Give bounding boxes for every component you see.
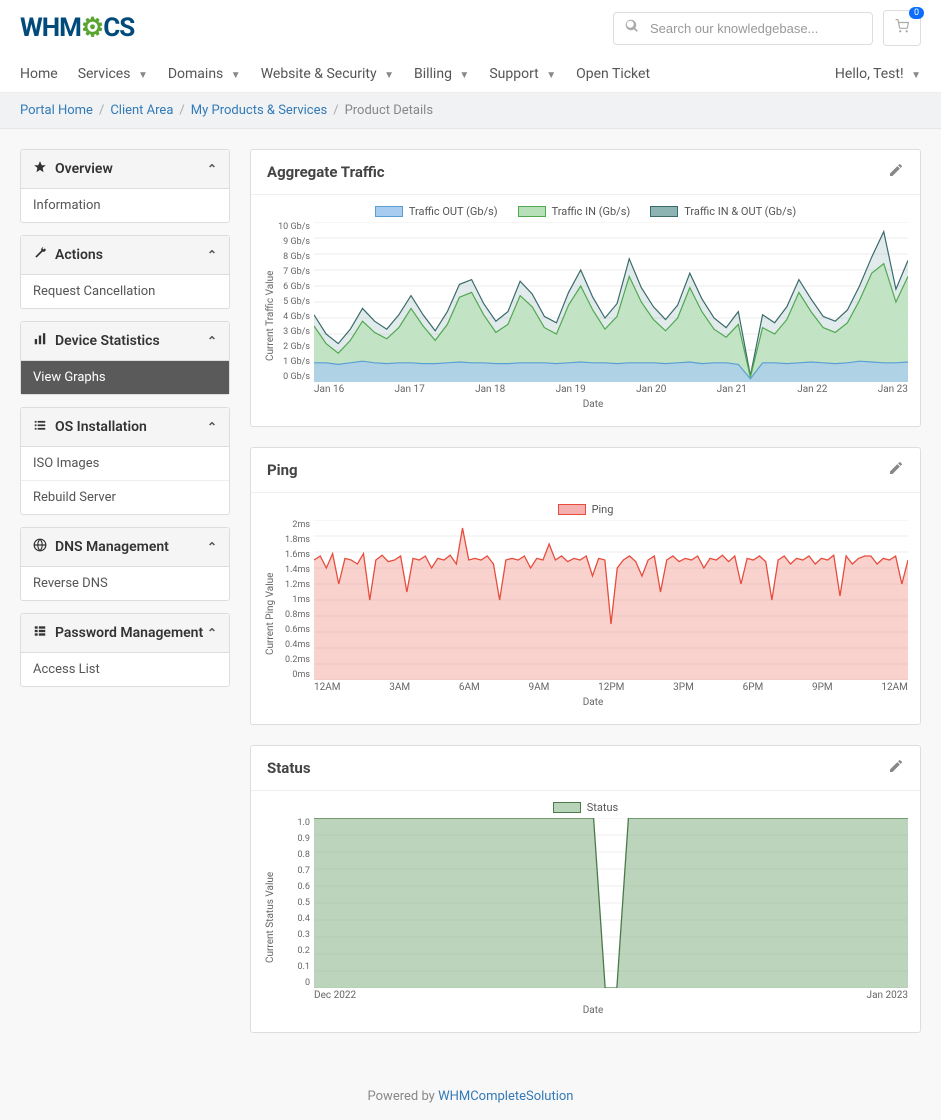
cart-badge: 0: [909, 7, 924, 19]
gear-icon: ⚙: [81, 13, 103, 43]
star-icon: [33, 160, 47, 178]
chevron-up-icon: ⌃: [207, 626, 217, 640]
chevron-up-icon: ⌃: [207, 540, 217, 554]
sidebar-item-access-list[interactable]: Access List: [21, 653, 229, 686]
nav-item-website-security[interactable]: Website & Security ▼: [261, 66, 394, 82]
logo[interactable]: WHM⚙CS: [20, 13, 134, 43]
edit-icon[interactable]: [888, 162, 904, 182]
cart-button[interactable]: 0: [883, 10, 921, 46]
chart-card: PingPingCurrent Ping Value2ms1.8ms1.6ms1…: [250, 447, 921, 725]
chart-title: Aggregate Traffic: [267, 163, 385, 181]
chevron-up-icon: ⌃: [207, 420, 217, 434]
sidebar-item-iso-images[interactable]: ISO Images: [21, 447, 229, 481]
chart-title: Ping: [267, 461, 298, 479]
chevron-up-icon: ⌃: [207, 162, 217, 176]
nav-item-home[interactable]: Home: [20, 66, 58, 82]
nav-item-services[interactable]: Services ▼: [78, 66, 148, 82]
edit-icon[interactable]: [888, 758, 904, 778]
breadcrumb-current: Product Details: [345, 103, 433, 118]
chart-legend: Traffic OUT (Gb/s)Traffic IN (Gb/s)Traff…: [263, 205, 908, 218]
sidebar: Overview⌃Information Actions⌃Request Canc…: [20, 149, 230, 699]
sidebar-panel-header[interactable]: Password Management⌃: [21, 614, 229, 653]
sidebar-item-request-cancellation[interactable]: Request Cancellation: [21, 275, 229, 308]
wrench-icon: [33, 246, 47, 264]
breadcrumb-link[interactable]: Client Area: [110, 103, 173, 118]
sidebar-panel-header[interactable]: OS Installation⌃: [21, 408, 229, 447]
globe-icon: [33, 538, 47, 556]
sidebar-panel-header[interactable]: DNS Management⌃: [21, 528, 229, 567]
sidebar-item-information[interactable]: Information: [21, 189, 229, 222]
nav-user-greeting[interactable]: Hello, Test! ▼: [835, 66, 921, 82]
th-list-icon: [33, 624, 47, 642]
edit-icon[interactable]: [888, 460, 904, 480]
list-icon: [33, 418, 47, 436]
chart-legend: Status: [263, 801, 908, 814]
search-icon: [625, 19, 639, 37]
nav-item-billing[interactable]: Billing ▼: [414, 66, 469, 82]
nav-item-open-ticket[interactable]: Open Ticket: [576, 66, 650, 82]
main-content: Aggregate Traffic Traffic OUT (Gb/s)Traff…: [250, 149, 921, 1053]
navbar: Home Services ▼ Domains ▼ Website & Securit…: [0, 56, 941, 93]
nav-item-domains[interactable]: Domains ▼: [168, 66, 241, 82]
breadcrumb-link[interactable]: Portal Home: [20, 103, 93, 118]
search-input[interactable]: [613, 12, 873, 45]
chart-card: StatusStatusCurrent Status Value1.00.90.…: [250, 745, 921, 1033]
sidebar-panel-header[interactable]: Actions⌃: [21, 236, 229, 275]
footer-link[interactable]: WHMCompleteSolution: [438, 1089, 573, 1104]
footer: Powered by WHMCompleteSolution: [0, 1073, 941, 1120]
breadcrumb: Portal Home/Client Area/My Products & Se…: [0, 93, 941, 129]
chevron-up-icon: ⌃: [207, 248, 217, 262]
sidebar-panel-header[interactable]: Device Statistics⌃: [21, 322, 229, 361]
sidebar-item-view-graphs[interactable]: View Graphs: [21, 361, 229, 394]
chart-legend: Ping: [263, 503, 908, 516]
sidebar-item-reverse-dns[interactable]: Reverse DNS: [21, 567, 229, 600]
chevron-up-icon: ⌃: [207, 334, 217, 348]
chart-card: Aggregate Traffic Traffic OUT (Gb/s)Traff…: [250, 149, 921, 427]
bar-chart-icon: [33, 332, 47, 350]
nav-item-support[interactable]: Support ▼: [489, 66, 556, 82]
breadcrumb-link[interactable]: My Products & Services: [191, 103, 327, 118]
search-box: [613, 12, 873, 45]
sidebar-panel-header[interactable]: Overview⌃: [21, 150, 229, 189]
header: WHM⚙CS 0: [0, 0, 941, 56]
chart-title: Status: [267, 759, 311, 777]
sidebar-item-rebuild-server[interactable]: Rebuild Server: [21, 481, 229, 514]
